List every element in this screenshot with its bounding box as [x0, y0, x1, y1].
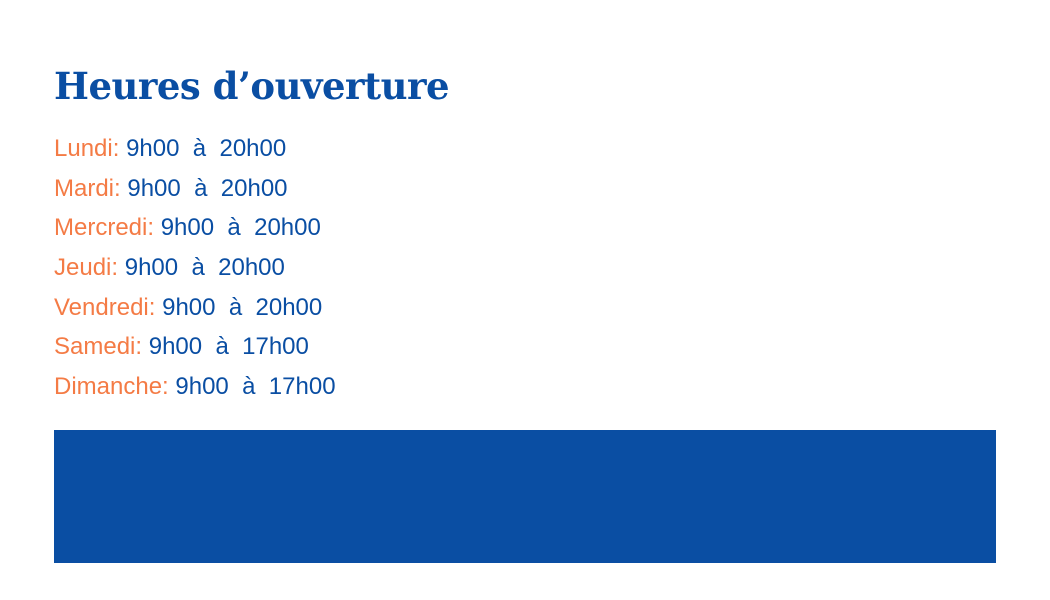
day-label: Lundi: — [54, 135, 120, 162]
day-label: Dimanche: — [54, 373, 169, 401]
time-range: 9h00 à 20h00 — [160, 214, 321, 242]
hours-row-lundi: Lundi: 9h00 à 20h00 — [54, 133, 336, 173]
time-range: 9h00 à 20h00 — [126, 135, 287, 162]
hours-row-vendredi: Vendredi: 9h00 à 20h00 — [54, 292, 336, 332]
day-label: Mercredi: — [54, 214, 155, 242]
time-range: 9h00 à 17h00 — [148, 333, 309, 361]
hours-row-mardi: Mardi: 9h00 à 20h00 — [54, 173, 336, 213]
time-range: 9h00 à 20h00 — [127, 174, 288, 202]
opening-hours-list: Lundi: 9h00 à 20h00 Mardi: 9h00 à 20h00 … — [54, 133, 336, 411]
hours-row-jeudi: Jeudi: 9h00 à 20h00 — [54, 252, 336, 292]
time-range: 9h00 à 20h00 — [162, 293, 323, 321]
time-range: 9h00 à 20h00 — [124, 254, 285, 282]
page-title: Heures d’ouverture — [54, 64, 450, 108]
day-label: Samedi: — [54, 333, 143, 361]
day-label: Mardi: — [54, 174, 121, 202]
day-label: Vendredi: — [54, 293, 156, 321]
day-label: Jeudi: — [54, 254, 119, 282]
blue-banner — [54, 430, 996, 563]
hours-row-mercredi: Mercredi: 9h00 à 20h00 — [54, 212, 336, 252]
time-range: 9h00 à 17h00 — [175, 373, 336, 401]
hours-row-dimanche: Dimanche: 9h00 à 17h00 — [54, 371, 336, 411]
hours-row-samedi: Samedi: 9h00 à 17h00 — [54, 331, 336, 371]
